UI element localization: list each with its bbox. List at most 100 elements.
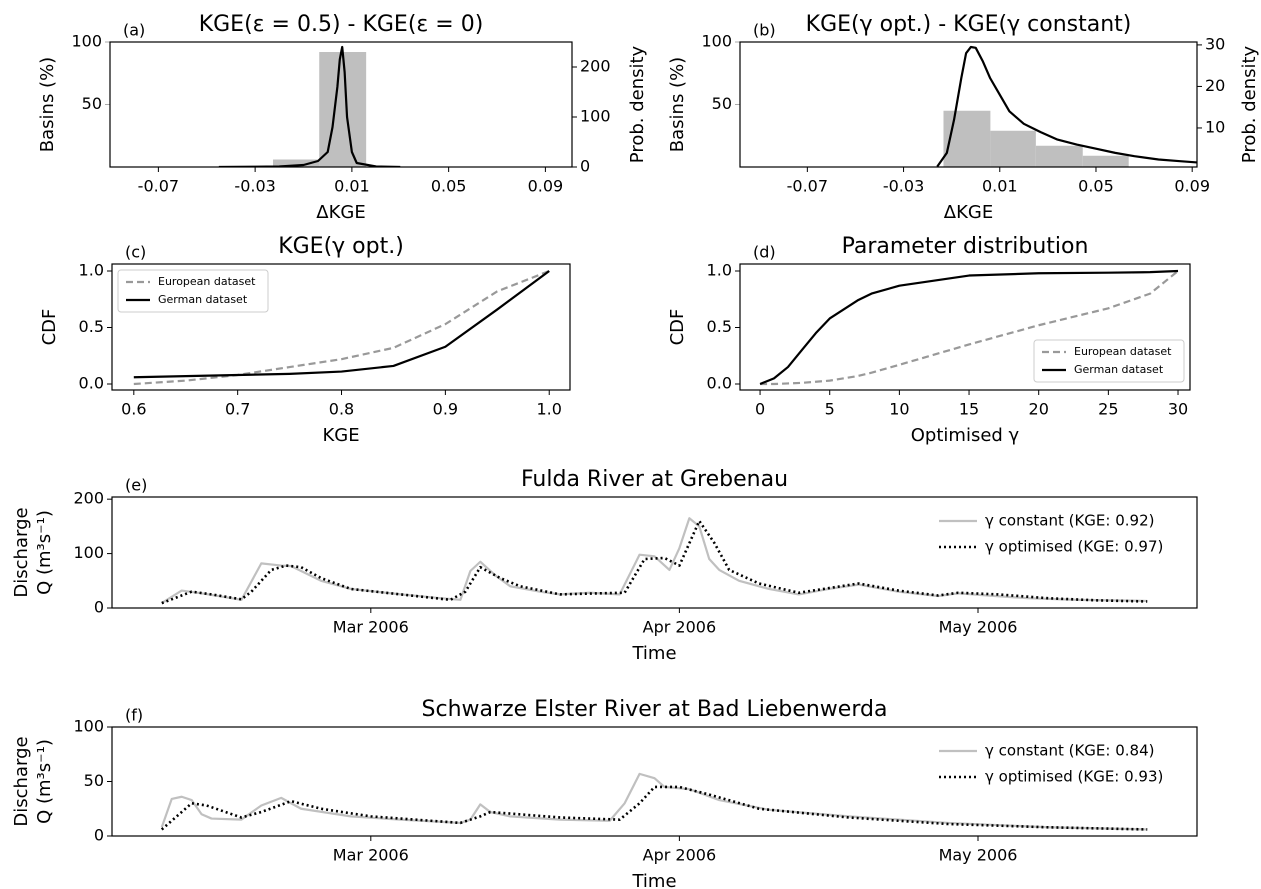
plot-area [133,269,550,386]
x-tick-label: 15 [959,400,979,419]
y-axis-label: Q (m³s⁻¹) [34,739,55,824]
x-tick-label: 0.6 [121,400,146,419]
x-tick-label: 5 [825,400,835,419]
y2-tick-label: 10 [1205,117,1225,136]
x-axis-label: Optimised γ [911,425,1020,446]
x-tick-label: 0 [755,400,765,419]
chart-title: KGE(ε = 0.5) - KGE(ε = 0) [199,12,484,37]
x-tick-label: Mar 2006 [333,846,409,865]
x-tick-label: 0.01 [334,177,370,196]
legend-label: European dataset [158,275,256,288]
x-axis-label: Time [631,871,676,889]
panel: (c) KGE(γ opt.) KGE CDF 0.6 0.7 0.8 0.9 1.0 0.0 0.… [39,234,571,446]
y2-tick-label: 100 [580,107,611,126]
x-tick-label: 0.09 [1174,177,1210,196]
x-tick-label: 0.01 [982,177,1018,196]
plot-area [218,45,401,167]
y2-tick-label: 200 [580,57,611,76]
legend-label: γ optimised (KGE: 0.93) [985,768,1163,786]
legend: European dataset German dataset [117,269,269,313]
legend-label: γ optimised (KGE: 0.97) [985,538,1163,556]
y-axis-label: CDF [667,309,688,346]
x-tick-label: 0.05 [1078,177,1114,196]
x-tick-label: May 2006 [939,618,1018,637]
plot-area [759,269,1179,386]
x-tick-label: 0.8 [329,400,354,419]
legend-label: European dataset [1074,345,1172,358]
y-axis-label: CDF [39,309,60,346]
axes-frame [739,263,1191,391]
legend: γ constant (KGE: 0.84) γ optimised (KGE: … [939,742,1163,786]
y-tick-label: 0.5 [79,317,104,336]
x-tick-label: -0.07 [138,177,179,196]
chart-title: Schwarze Elster River at Bad Liebenwerda [422,697,888,722]
density-line [936,45,1197,167]
plot-area [161,517,1148,605]
y2-axis-label: Prob. density [627,45,648,163]
plot-area [160,772,1148,831]
data-line [161,519,1148,605]
panel-label: (f) [125,706,143,725]
x-tick-label: 30 [1168,400,1188,419]
y-axis-label: Discharge [11,507,32,597]
plot-area [936,45,1197,167]
x-tick-label: -0.03 [234,177,275,196]
data-line [133,269,550,386]
histogram-bar [1035,145,1083,167]
panel-label: (d) [753,243,776,262]
panel: (d) Parameter distribution Optimised γ CDF 0… [667,234,1191,446]
y-tick-label: 200 [73,489,104,508]
x-tick-label: Apr 2006 [643,618,716,637]
y-tick-label: 1.0 [707,261,732,280]
x-tick-label: 0.05 [431,177,467,196]
data-line [759,269,1179,386]
y-axis-label: Discharge [11,736,32,826]
x-tick-label: 10 [889,400,909,419]
x-axis-label: KGE [322,425,359,446]
chart-title: Fulda River at Grebenau [521,467,788,492]
panel-label: (e) [125,476,147,495]
histogram-bar [319,52,367,167]
panel-label: (c) [125,243,146,262]
y-tick-label: 50 [712,94,732,113]
y-tick-label: 0.0 [707,374,732,393]
y-axis-label: Basins (%) [667,57,688,152]
y-tick-label: 50 [82,94,102,113]
y-tick-label: 100 [73,717,104,736]
legend-label: German dataset [1074,363,1164,376]
data-line [133,270,550,379]
data-line [161,517,1148,605]
y-tick-label: 100 [73,543,104,562]
chart-title: KGE(γ opt.) - KGE(γ constant) [806,12,1132,37]
data-line [160,785,1148,831]
panel: (b) KGE(γ opt.) - KGE(γ constant) ΔKGE Basi… [667,12,1260,223]
histogram-bar [1082,155,1129,167]
x-tick-label: -0.03 [883,177,924,196]
panel: (f) Schwarze Elster River at Bad Liebenwe… [11,697,1198,889]
legend: γ constant (KGE: 0.92) γ optimised (KGE: … [939,512,1163,556]
x-tick-label: 0.9 [433,400,458,419]
axes-frame [111,726,1198,837]
x-tick-label: 0.09 [528,177,564,196]
y2-tick-label: 20 [1205,76,1225,95]
axes-frame [111,496,1198,609]
y-tick-label: 50 [84,771,104,790]
data-line [160,772,1148,831]
axes-frame [739,41,1198,168]
histogram-bar [990,130,1036,167]
legend-frame [117,269,269,313]
chart-title: Parameter distribution [842,234,1089,259]
legend-label: γ constant (KGE: 0.92) [985,512,1154,530]
y-tick-label: 0.0 [79,374,104,393]
x-tick-label: 1.0 [537,400,562,419]
x-tick-label: Mar 2006 [333,618,409,637]
panel-label: (b) [753,21,776,40]
histogram-bar [943,110,991,167]
data-line [760,270,1179,386]
y-tick-label: 100 [701,32,732,51]
x-tick-label: May 2006 [939,846,1018,865]
legend-label: γ constant (KGE: 0.84) [985,742,1154,760]
y2-axis-label: Prob. density [1239,45,1260,163]
